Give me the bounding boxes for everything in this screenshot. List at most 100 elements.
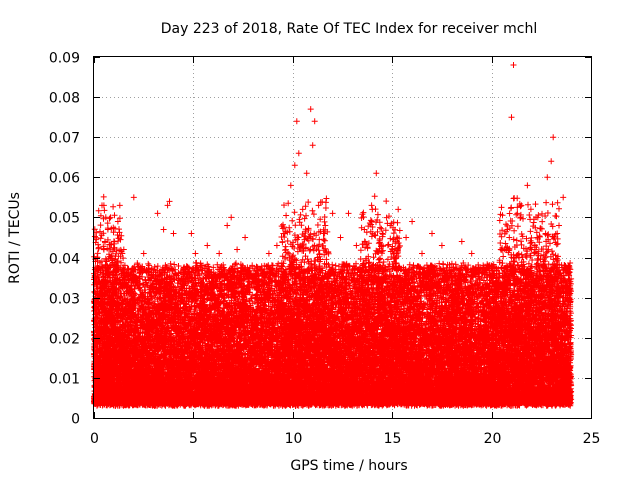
scatter-point bbox=[102, 262, 109, 269]
scatter-point bbox=[458, 238, 465, 245]
scatter-point bbox=[104, 226, 111, 233]
x-tick-label: 0 bbox=[90, 431, 99, 447]
y-axis-label: ROTI / TECUs bbox=[7, 192, 23, 284]
scatter-point bbox=[448, 266, 455, 273]
scatter-point bbox=[387, 222, 394, 229]
y-tick-label: 0.07 bbox=[49, 131, 80, 147]
scatter-point bbox=[146, 290, 153, 297]
scatter-point bbox=[379, 230, 386, 237]
scatter-point bbox=[95, 314, 101, 321]
x-axis-label: GPS time / hours bbox=[290, 458, 407, 474]
scatter-point bbox=[192, 250, 199, 257]
scatter-point bbox=[429, 230, 435, 237]
scatter-point bbox=[510, 62, 517, 68]
scatter-point bbox=[395, 206, 402, 213]
y-tick-label: 0.08 bbox=[49, 91, 80, 107]
scatter-point bbox=[504, 226, 511, 233]
scatter-point bbox=[508, 114, 515, 121]
scatter-point bbox=[242, 234, 249, 241]
scatter-point bbox=[114, 218, 121, 225]
scatter-point bbox=[548, 158, 555, 165]
scatter-point bbox=[534, 234, 541, 241]
scatter-point bbox=[321, 230, 328, 237]
scatter-point bbox=[438, 242, 445, 249]
scatter-point bbox=[182, 266, 189, 273]
scatter-point bbox=[287, 182, 294, 189]
scatter-point bbox=[311, 118, 318, 125]
scatter-point bbox=[514, 210, 521, 217]
scatter-cloud bbox=[91, 193, 575, 409]
scatter-point bbox=[116, 202, 123, 209]
scatter-point bbox=[373, 170, 380, 177]
y-tick-label: 0.05 bbox=[49, 211, 80, 227]
x-tick-label: 20 bbox=[484, 431, 502, 447]
scatter-point bbox=[281, 230, 288, 237]
scatter-point bbox=[309, 142, 316, 149]
scatter-point bbox=[468, 250, 475, 257]
scatter-point bbox=[496, 270, 503, 277]
scatter-point bbox=[188, 230, 195, 237]
scatter-point bbox=[265, 250, 272, 257]
scatter-point bbox=[353, 242, 360, 249]
scatter-point bbox=[554, 230, 561, 237]
y-tick-label: 0.09 bbox=[49, 51, 80, 67]
scatter-point bbox=[488, 262, 495, 269]
scatter-point bbox=[130, 194, 137, 201]
scatter-point bbox=[210, 274, 217, 281]
scatter-point bbox=[106, 302, 113, 309]
y-tick-label: 0.03 bbox=[49, 292, 80, 308]
scatter-point bbox=[198, 262, 205, 269]
scatter-point bbox=[528, 246, 535, 253]
scatter-point bbox=[170, 230, 177, 237]
scatter-point bbox=[204, 242, 211, 249]
y-tick-label: 0 bbox=[71, 412, 80, 428]
scatter-point bbox=[100, 202, 107, 209]
scatter-point bbox=[560, 194, 567, 201]
scatter-point bbox=[224, 222, 231, 229]
scatter-point bbox=[250, 274, 256, 281]
scatter-point bbox=[544, 174, 551, 181]
scatter-point bbox=[315, 202, 322, 209]
scatter-point bbox=[273, 242, 280, 249]
y-tick-label: 0.02 bbox=[49, 332, 80, 348]
chart-title: Day 223 of 2018, Rate Of TEC Index for r… bbox=[161, 21, 537, 37]
scatter-point bbox=[164, 202, 171, 209]
y-tick-label: 0.01 bbox=[49, 372, 80, 388]
scatter-point bbox=[101, 238, 108, 245]
scatter-point bbox=[166, 198, 173, 205]
scatter-point bbox=[566, 262, 573, 269]
scatter-point bbox=[110, 274, 117, 281]
scatter-point bbox=[176, 290, 183, 297]
scatter-point bbox=[299, 206, 306, 213]
scatter-point bbox=[154, 210, 161, 217]
scatter-point bbox=[337, 234, 344, 241]
x-tick-label: 10 bbox=[285, 431, 303, 447]
x-tick-label: 25 bbox=[583, 431, 601, 447]
scatter-point bbox=[307, 106, 314, 113]
scatter-point bbox=[361, 226, 368, 233]
scatter-point bbox=[295, 150, 302, 157]
y-tick-label: 0.06 bbox=[49, 171, 80, 187]
scatter-point bbox=[228, 214, 235, 221]
scatter-point bbox=[291, 162, 298, 169]
scatter-point bbox=[303, 170, 310, 177]
scatter-point bbox=[409, 218, 416, 225]
scatter-point bbox=[108, 330, 115, 337]
ticks-layer: 0 5 10 15 20 25 0 0.01 0.02 0.03 0.04 0.05 0.06 0.07 0… bbox=[49, 51, 601, 448]
scatter-point bbox=[140, 250, 147, 257]
scatter-point bbox=[550, 134, 557, 141]
scatter-point bbox=[97, 290, 103, 297]
scatter-point bbox=[124, 266, 131, 273]
scatter-point bbox=[234, 246, 241, 253]
y-tick-label: 0.04 bbox=[49, 252, 80, 268]
scatter-point bbox=[128, 302, 135, 309]
scatter-point bbox=[258, 266, 264, 273]
frame-layer bbox=[93, 56, 592, 419]
scatter-point bbox=[120, 246, 127, 253]
scatter-point bbox=[518, 202, 525, 209]
scatter-point bbox=[150, 310, 157, 317]
scatter-point bbox=[524, 182, 531, 189]
scatter-point bbox=[216, 250, 223, 257]
scatter-point bbox=[160, 226, 167, 233]
scatter-point bbox=[419, 250, 425, 257]
